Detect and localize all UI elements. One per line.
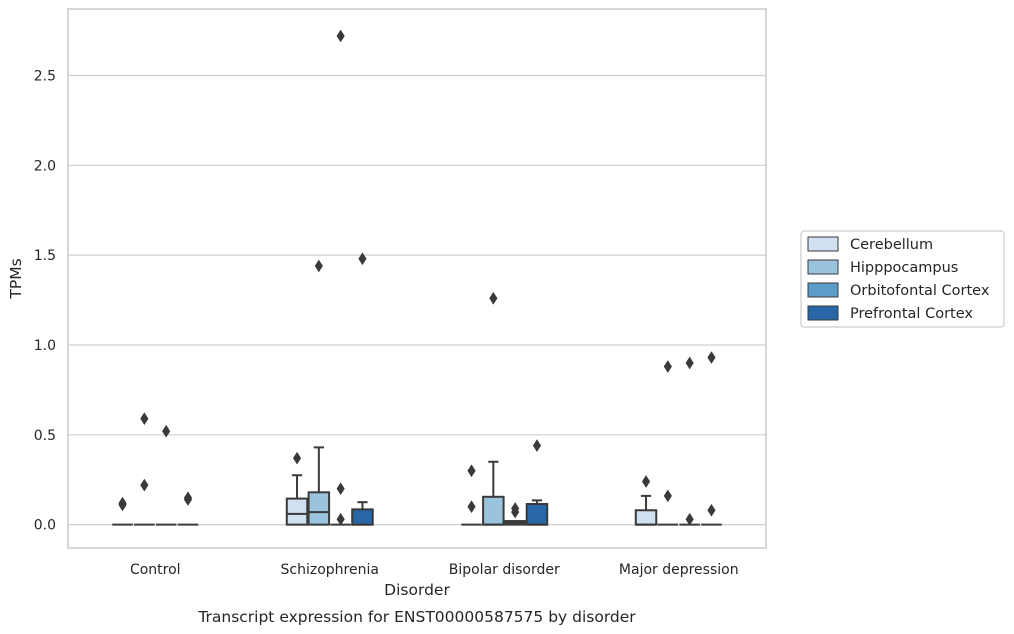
box-body: [482, 495, 505, 526]
legend-label: Prefrontal Cortex: [850, 306, 973, 322]
box-prefrontal-cortex-major-depression: [701, 351, 722, 526]
gridlines: [68, 74, 766, 526]
y-tick-label: 2.5: [34, 68, 56, 84]
x-tick-label-bipolar-disorder: Bipolar disorder: [449, 562, 560, 578]
outlier-point: [140, 478, 149, 492]
legend-label: Hipppocampus: [850, 260, 958, 276]
box-body: [285, 497, 309, 526]
box-prefrontal-cortex-control: [177, 491, 199, 526]
outlier-point: [336, 482, 345, 496]
plot-area-frame: [67, 8, 767, 549]
legend-label: Orbitofontal Cortex: [850, 283, 990, 299]
x-axis-label: Disorder: [384, 581, 450, 599]
y-tick-label: 0.5: [34, 428, 56, 444]
outlier-point: [118, 496, 127, 510]
box-hipppocampus-bipolar-disorder: [482, 291, 505, 526]
outlier-point: [183, 491, 193, 505]
box-prefrontal-cortex-bipolar-disorder: [525, 439, 549, 526]
legend-label: Cerebellum: [850, 237, 933, 253]
legend-swatch: [807, 236, 839, 252]
box-cerebellum-schizophrenia: [285, 451, 309, 526]
outlier-point: [707, 351, 716, 364]
box-body: [525, 502, 549, 526]
outlier-point: [511, 502, 520, 515]
box-orbitofontal-cortex-bipolar-disorder: [503, 502, 527, 526]
legend-swatch: [807, 305, 839, 321]
x-tick-label-major-depression: Major depression: [619, 562, 739, 578]
outlier-point: [336, 29, 345, 43]
outlier-point: [140, 412, 149, 425]
box-body: [351, 508, 374, 526]
box-cerebellum-major-depression: [634, 475, 658, 526]
outlier-point: [467, 464, 476, 478]
chart-caption: Transcript expression for ENST0000058757…: [197, 608, 636, 626]
box-body: [307, 491, 331, 526]
outlier-point: [467, 500, 476, 514]
x-axis-ticks: Control Schizophrenia Bipolar disorder Majo…: [130, 562, 739, 578]
legend-item-hipppocampus: Hipppocampus: [807, 259, 958, 276]
y-tick-label: 1.5: [34, 248, 56, 264]
outlier-point: [489, 291, 498, 305]
outlier-point: [685, 356, 694, 370]
boxes: [112, 29, 722, 526]
outlier-point: [707, 503, 716, 517]
outlier-point: [314, 259, 323, 273]
outlier-point: [358, 252, 367, 266]
box-hipppocampus-major-depression: [657, 360, 679, 526]
outlier-point: [685, 512, 694, 526]
legend-swatch: [807, 259, 839, 275]
outlier-point: [663, 360, 672, 373]
y-tick-label: 0.0: [34, 518, 56, 534]
outlier-point: [532, 439, 542, 452]
box-orbitofontal-cortex-control: [155, 424, 177, 526]
box-cerebellum-bipolar-disorder: [461, 464, 482, 526]
legend-item-cerebellum: Cerebellum: [807, 236, 933, 253]
outlier-point: [292, 451, 302, 465]
legend: Cerebellum Hipppocampus Orbitofontal Corte…: [800, 230, 1005, 328]
box-body: [634, 509, 658, 526]
legend-item-orbitofontal-cortex: Orbitofontal Cortex: [807, 282, 990, 299]
legend-swatch: [807, 282, 839, 298]
y-tick-label: 1.0: [34, 338, 56, 354]
y-axis-label: TPMs: [7, 258, 25, 299]
x-tick-label-control: Control: [130, 562, 181, 578]
box-orbitofontal-cortex-major-depression: [679, 356, 700, 526]
outlier-point: [663, 489, 672, 503]
outlier-point: [641, 475, 651, 488]
outlier-point: [336, 512, 345, 526]
legend-item-prefrontal-cortex: Prefrontal Cortex: [807, 305, 973, 322]
box-hipppocampus-control: [134, 412, 155, 526]
legend-frame: [800, 230, 1005, 328]
outlier-point: [162, 424, 171, 438]
y-tick-label: 2.0: [34, 158, 56, 174]
x-tick-label-schizophrenia: Schizophrenia: [281, 562, 379, 578]
box-hipppocampus-schizophrenia: [307, 259, 331, 526]
y-axis-ticks: 0.0 0.5 1.0 1.5 2.0 2.5: [34, 68, 56, 533]
box-cerebellum-control: [112, 496, 133, 526]
box-orbitofontal-cortex-schizophrenia: [330, 29, 351, 526]
box-prefrontal-cortex-schizophrenia: [351, 252, 374, 526]
